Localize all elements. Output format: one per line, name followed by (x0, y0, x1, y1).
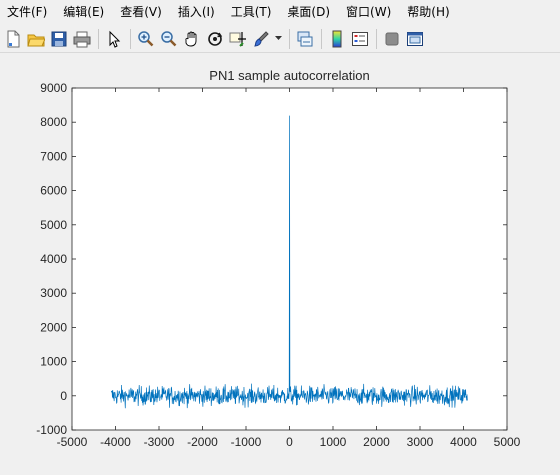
autocorrelation-series (111, 115, 468, 409)
link-plot-icon (297, 31, 313, 46)
menu-item-4[interactable]: 工具(T) (230, 5, 272, 19)
x-tick-label: -1000 (231, 435, 262, 449)
y-tick-label: 6000 (40, 184, 67, 198)
chart-title: PN1 sample autocorrelation (209, 68, 369, 83)
show-plot-tools-icon (407, 31, 423, 46)
x-tick-label: 2000 (363, 435, 390, 449)
y-tick-label: 4000 (40, 252, 67, 266)
y-tick-label: 2000 (40, 320, 67, 334)
toolbar-separator (321, 28, 322, 49)
menu-item-2[interactable]: 查看(V) (120, 5, 162, 19)
zoom-out-icon (161, 30, 177, 46)
zoom-out-button[interactable] (159, 28, 179, 50)
toolbar-separator (98, 28, 99, 49)
data-cursor-icon (229, 31, 246, 47)
x-tick-label: 4000 (450, 435, 477, 449)
save-button[interactable] (49, 28, 69, 50)
edit-plot-pointer-icon (109, 30, 121, 48)
y-tick-label: 9000 (40, 81, 67, 95)
y-tick-label: 0 (60, 389, 67, 403)
toolbar-separator (289, 28, 290, 49)
open-file-icon (27, 34, 45, 46)
brush-icon (254, 30, 269, 47)
new-figure-button[interactable] (3, 28, 23, 50)
print-icon (73, 31, 91, 47)
print-button[interactable] (72, 28, 92, 50)
new-figure-icon (7, 30, 20, 47)
x-tick-label: 0 (286, 435, 293, 449)
open-file-button[interactable] (26, 28, 46, 50)
series-line (111, 115, 468, 409)
data-cursor-button[interactable] (228, 28, 248, 50)
menu-item-1[interactable]: 编辑(E) (63, 5, 105, 19)
menu-item-7[interactable]: 帮助(H) (407, 5, 450, 19)
save-icon (51, 31, 67, 46)
menu-item-0[interactable]: 文件(F) (7, 5, 48, 19)
rotate-3d-button[interactable] (205, 28, 225, 50)
x-tick-label: 3000 (407, 435, 434, 449)
toolbar-separator (376, 28, 377, 49)
show-plot-tools-button[interactable] (405, 28, 425, 50)
rotate-3d-icon (208, 31, 223, 46)
x-tick-label: -5000 (57, 435, 88, 449)
menu-item-3[interactable]: 插入(I) (177, 5, 215, 19)
x-tick-label: -2000 (187, 435, 218, 449)
hide-plot-tools-button[interactable] (382, 28, 402, 50)
legend-icon (352, 31, 368, 46)
x-tick-label: -3000 (144, 435, 175, 449)
colorbar-button[interactable] (327, 28, 347, 50)
y-tick-label: 1000 (40, 355, 67, 369)
zoom-in-button[interactable] (136, 28, 156, 50)
menu-bar: 文件(F) 编辑(E) 查看(V) 插入(I) 工具(T) 桌面(D) 窗口(W) 帮助(H) (0, 0, 560, 25)
x-tick-label: 5000 (494, 435, 521, 449)
link-plot-button[interactable] (295, 28, 315, 50)
pan-hand-button[interactable] (182, 28, 202, 50)
hide-plot-tools-icon (385, 32, 399, 45)
brush-button[interactable] (251, 28, 271, 50)
x-tick-label: 1000 (320, 435, 347, 449)
x-tick-label: -4000 (100, 435, 131, 449)
y-tick-label: 7000 (40, 149, 67, 163)
legend-button[interactable] (350, 28, 370, 50)
zoom-in-icon (138, 30, 154, 46)
y-axis: -1000 0 1000 2000 3000 4000 5000 6000 7000 8000 90… (36, 81, 507, 437)
colorbar-icon (332, 30, 342, 47)
x-axis: -5000 -4000 -3000 -2000 -1000 0 1000 2000 3000 40… (57, 88, 521, 449)
toolbar-separator (130, 28, 131, 49)
y-tick-label: 3000 (40, 286, 67, 300)
menu-item-6[interactable]: 窗口(W) (346, 5, 392, 19)
brush-dropdown-icon[interactable] (274, 28, 282, 50)
y-tick-label: 5000 (40, 218, 67, 232)
figure-toolbar (0, 25, 560, 53)
menu-item-5[interactable]: 桌面(D) (287, 5, 331, 19)
autocorrelation-chart: PN1 sample autocorrelation -5000 -4000 -30… (36, 68, 521, 449)
figure-canvas: PN1 sample autocorrelation -5000 -4000 -30… (0, 54, 560, 475)
y-tick-label: 8000 (40, 115, 67, 129)
edit-plot-pointer-button[interactable] (104, 28, 124, 50)
y-tick-label: -1000 (36, 423, 67, 437)
pan-hand-icon (185, 31, 197, 46)
